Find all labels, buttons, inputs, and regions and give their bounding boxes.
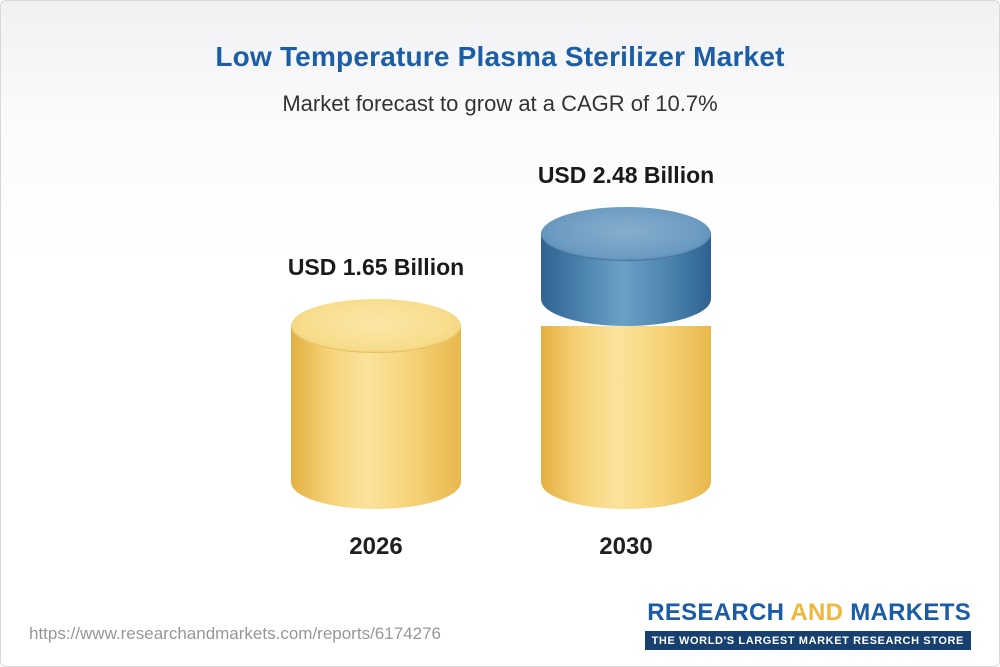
cylinder-top-cap xyxy=(291,299,461,353)
brand-logo: RESEARCH AND MARKETS THE WORLD'S LARGEST… xyxy=(644,599,971,650)
report-url: https://www.researchandmarkets.com/repor… xyxy=(29,624,441,643)
header: Low Temperature Plasma Sterilizer Market… xyxy=(1,41,999,117)
brand-word-and: AND xyxy=(790,599,844,626)
brand-tagline: THE WORLD'S LARGEST MARKET RESEARCH STOR… xyxy=(644,631,971,650)
brand-word-research: RESEARCH xyxy=(647,599,791,626)
bar-value-label: USD 1.65 Billion xyxy=(287,254,465,280)
bar-category-label: 2030 xyxy=(599,533,653,560)
bar-category-label: 2026 xyxy=(349,533,403,560)
brand-word-markets: MARKETS xyxy=(843,599,971,626)
chart-title: Low Temperature Plasma Sterilizer Market xyxy=(215,41,785,72)
cylinder xyxy=(291,299,461,509)
brand-wordmark: RESEARCH AND MARKETS xyxy=(645,599,971,627)
cylinder-top-cap xyxy=(541,207,711,261)
bar-segment-base-2030 xyxy=(541,326,711,509)
bar-segment-growth-2030 xyxy=(541,207,711,326)
chart-subtitle: Market forecast to grow at a CAGR of 10.… xyxy=(282,91,718,116)
bar-segment-base-2026 xyxy=(291,299,461,509)
cylinder xyxy=(541,207,711,509)
bar-value-label: USD 2.48 Billion xyxy=(537,162,715,188)
